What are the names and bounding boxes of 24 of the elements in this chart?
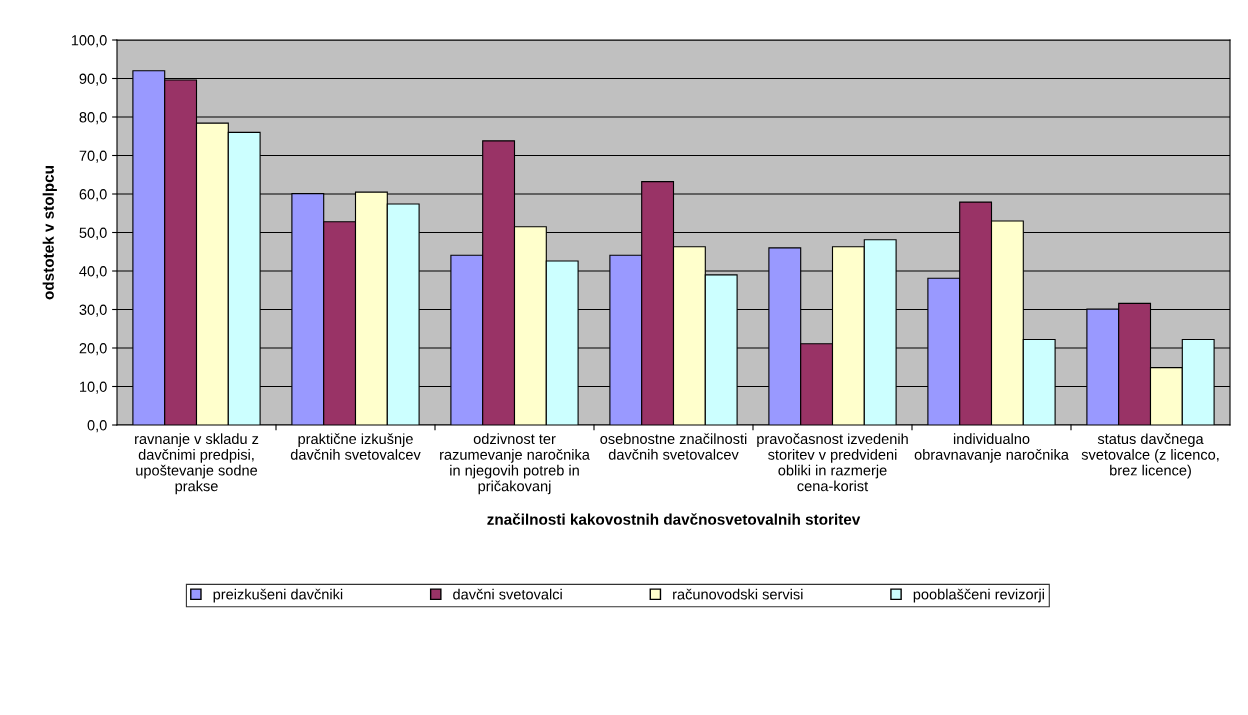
y-tick-label: 60,0 [79,189,107,202]
y-tick-label: 50,0 [79,227,107,240]
x-tick-label: pravočasnost izvedenih storitev v predvideni obliki in razmerje cena-korist [757,433,908,492]
legend-label: preizkušeni davčniki [213,588,343,603]
y-tick-label: 0,0 [87,420,107,433]
x-tick-label: ravnanje v skladu z davčnimi predpisi, upoštevanje sodne prakse [135,433,259,495]
y-tick-label: 20,0 [79,343,107,356]
y-tick-label: 80,0 [79,112,107,125]
y-tick-label: 40,0 [79,266,107,279]
x-axis-title: značilnosti kakovostnih davčnosvetovalnih storitev [487,513,861,525]
legend-label: pooblaščeni revizorji [913,588,1044,603]
x-tick-label: osebnostne značilnosti davčnih svetovalcev [600,433,747,460]
y-tick-label: 30,0 [79,304,107,317]
y-tick-label: 100,0 [71,35,107,48]
y-tick-label: 70,0 [79,150,107,163]
x-tick-label: status davčnega svetovalce (z licenco, brez licence) [1081,433,1219,479]
y-tick-label: 90,0 [79,73,107,86]
y-tick-label: 10,0 [80,381,107,394]
x-tick-label: odzivnost ter razumevanje naročnika in njegovih potreb in pričakovanj [440,433,590,495]
x-tick-label: individualno obravnavanje naročnika [914,433,1069,463]
x-tick-label: praktične izkušnje davčnih svetovalcev [290,433,421,460]
legend-label: davčni svetovalci [453,588,562,600]
legend-label: računovodski servisi [673,588,803,600]
y-axis-title: odstotek v stolpcu [42,166,57,300]
